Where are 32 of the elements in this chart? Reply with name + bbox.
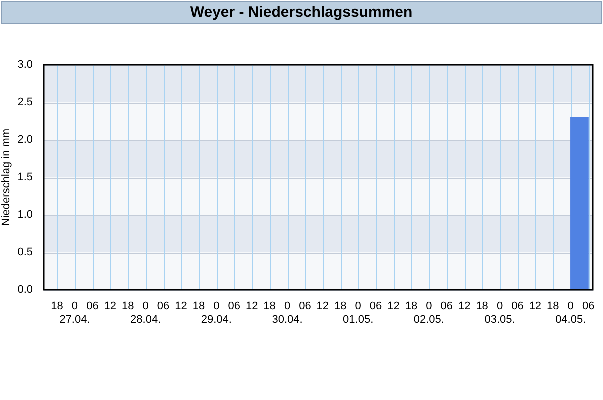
x-tick-label: 12 [458,300,471,313]
x-tick-label: 06 [370,300,382,313]
y-tick-label: 0.5 [18,246,33,259]
x-tick-label: 12 [175,300,188,313]
x-tick-label: 06 [157,300,170,313]
x-tick-label: 18 [405,300,418,313]
y-axis-title: Niederschlag in mm [0,128,13,226]
x-tick-label: 06 [86,300,99,313]
x-tick-label: 18 [476,300,488,313]
y-tick-label: 2.0 [18,134,33,146]
x-tick-label: 12 [246,300,258,313]
x-tick-label: 06 [299,300,312,313]
x-tick-label: 06 [582,300,595,313]
y-tick-label: 1.5 [18,172,33,184]
x-tick-label: 12 [388,300,400,313]
x-tick-label: 06 [228,300,241,313]
y-tick-label: 1.0 [18,209,33,222]
x-tick-label: 06 [440,300,454,313]
x-tick-label: 18 [122,300,134,313]
x-tick-label: 18 [192,300,206,313]
x-tick-label: 18 [51,300,64,313]
y-tick-label: 2.5 [18,96,33,109]
y-tick-label: 3.0 [18,59,33,72]
x-tick-label: 12 [316,300,330,313]
y-tick-label: 0.0 [18,284,33,296]
x-tick-label: 12 [104,300,117,313]
x-tick-label: 06 [512,300,524,313]
x-tick-label: 18 [264,300,276,313]
chart-title: Weyer - Niederschlagssummen [1,1,602,24]
x-tick-label: 18 [334,300,347,313]
x-tick-label: 18 [547,300,560,313]
x-tick-label: 12 [529,300,542,313]
